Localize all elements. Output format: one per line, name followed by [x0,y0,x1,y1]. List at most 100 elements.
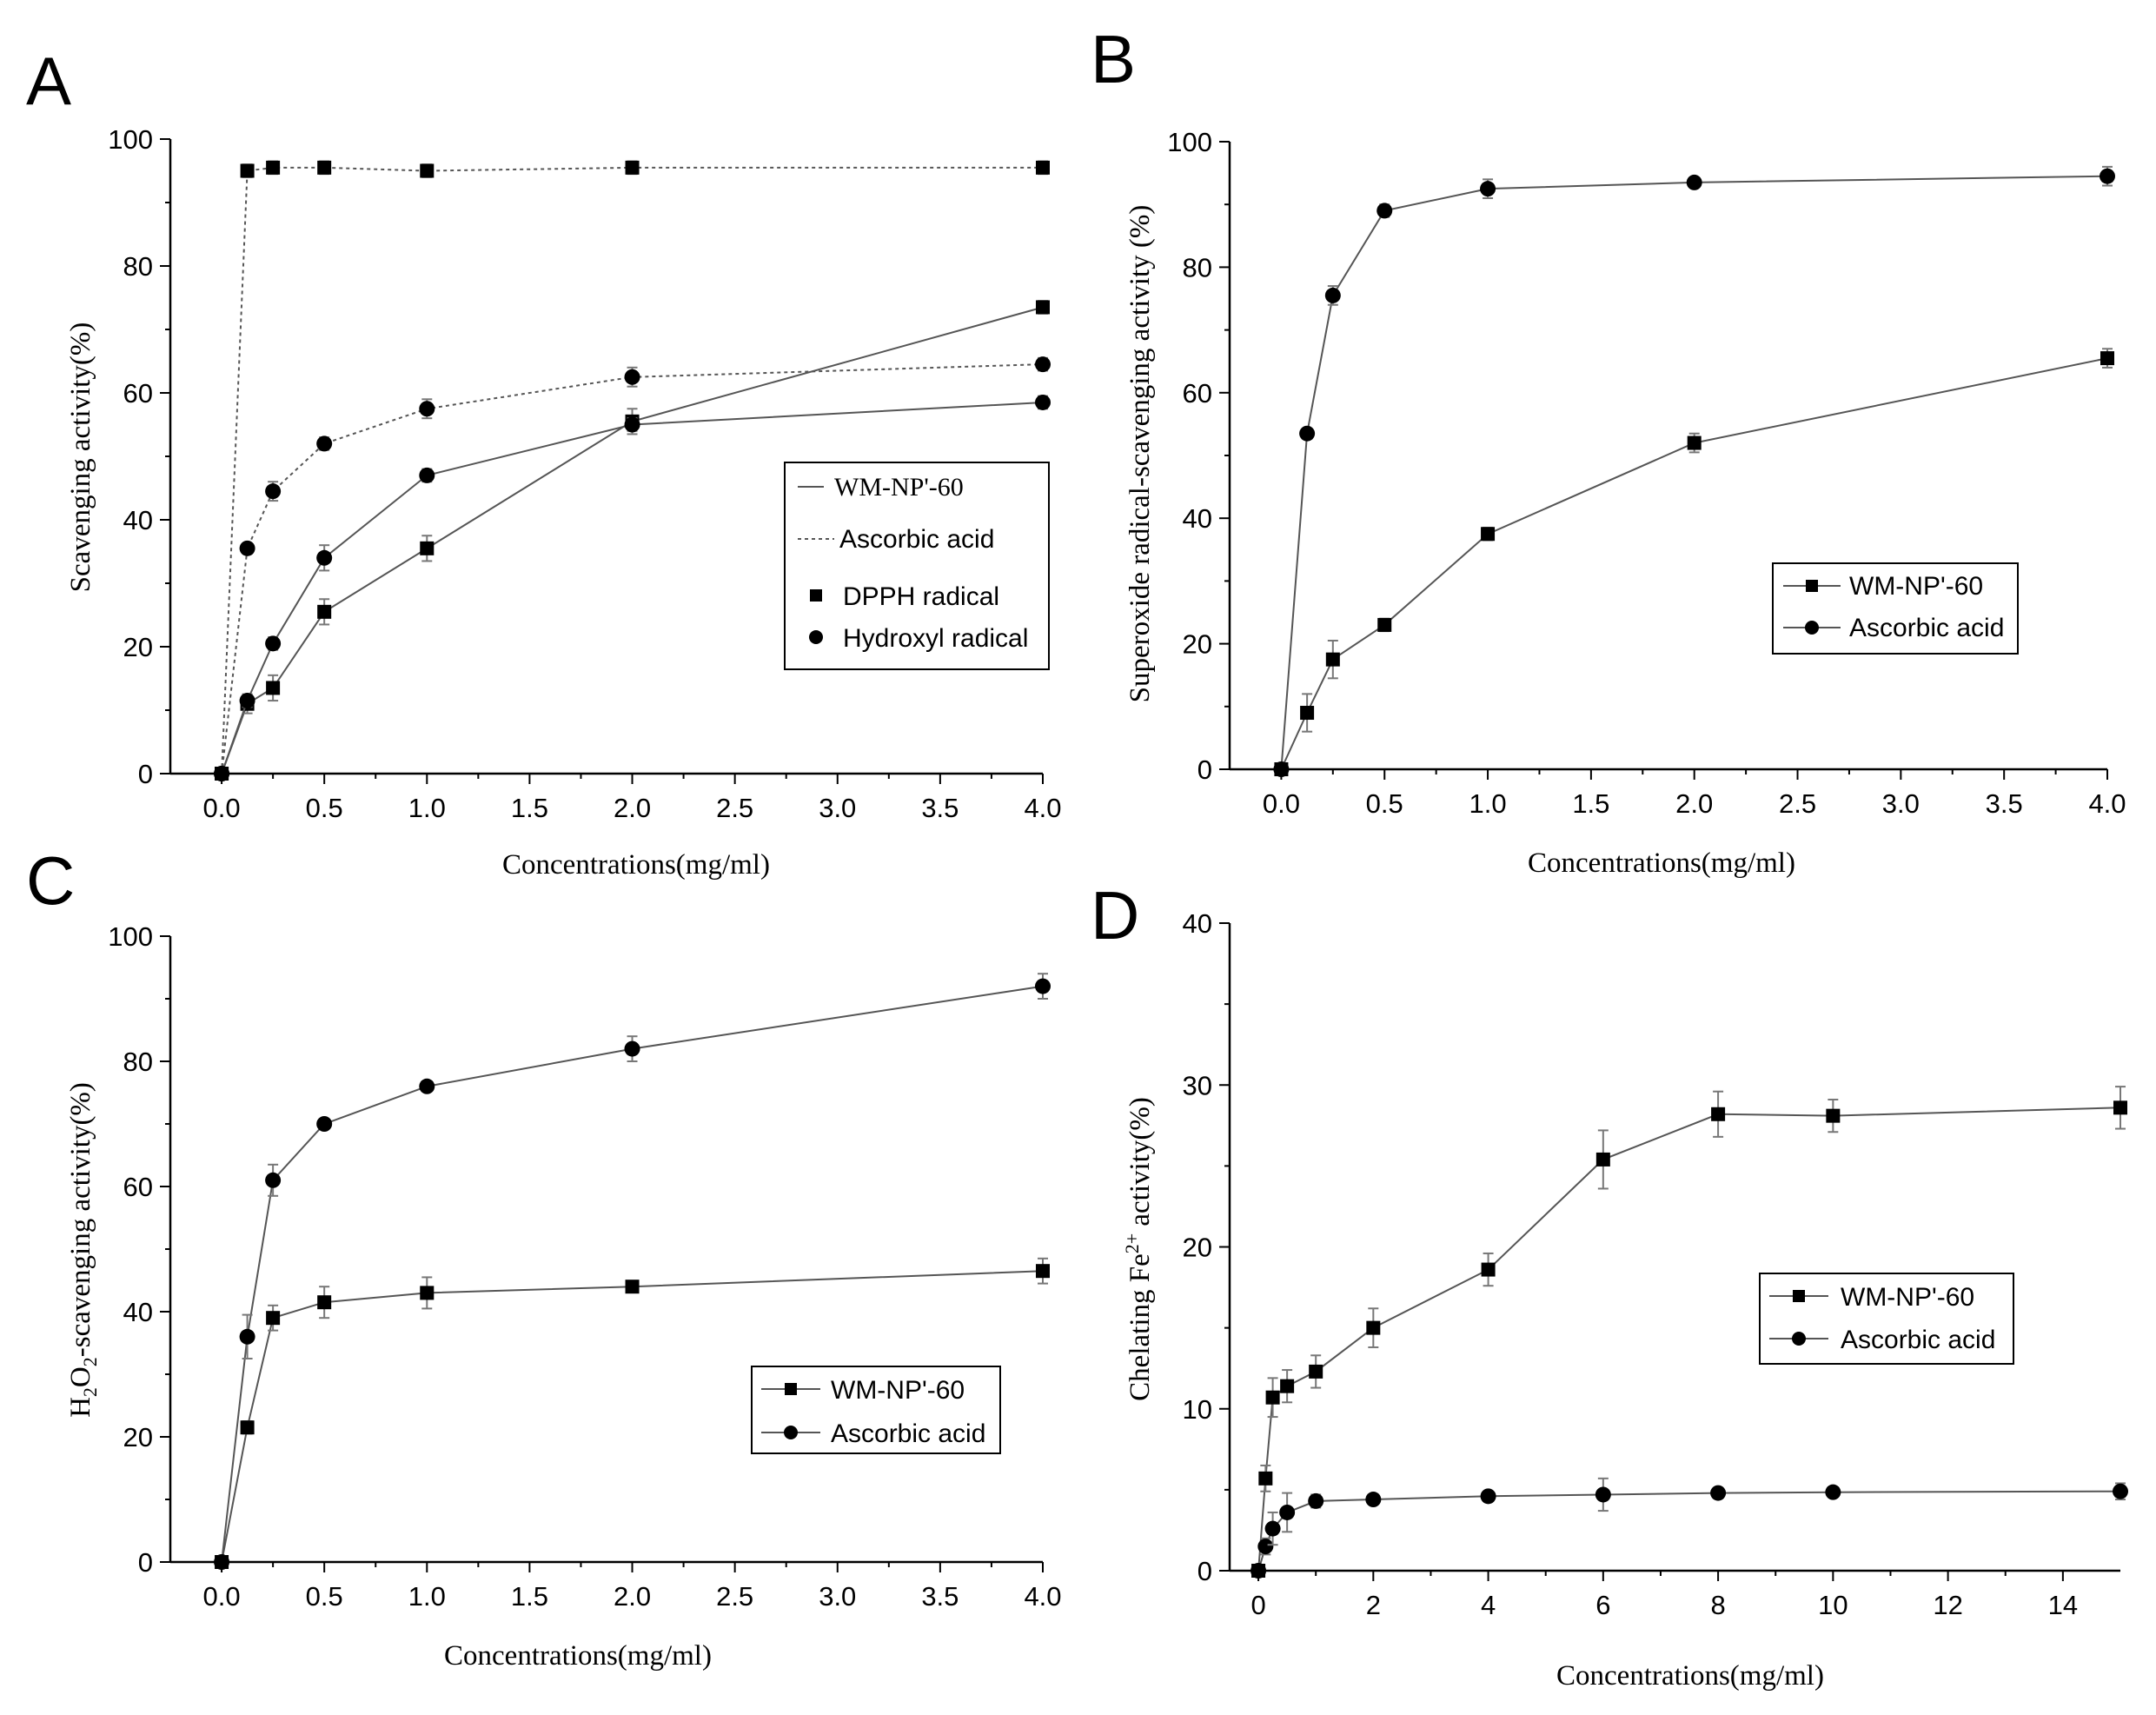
y-tick-label: 30 [1183,1070,1212,1100]
data-point-square [1036,300,1050,315]
legend-label-d-0: WM-NP'-60 [1841,1283,1974,1312]
data-point-circle [1377,203,1393,219]
y-tick-label: 0 [138,759,153,789]
data-point-square [1300,706,1315,721]
data-point-square [2113,1100,2127,1115]
y-tick-label: 80 [123,251,153,282]
data-point-square [1481,1262,1496,1277]
x-tick-label: 3.5 [921,1581,959,1612]
data-point-square [420,1286,435,1300]
legend-label-a-3: Hydroxyl radical [843,624,1028,653]
x-tick-label: 2.0 [1675,788,1713,819]
x-tick-label: 2.5 [716,793,753,823]
panel-label-d: D [1091,877,1139,954]
data-point-circle [1035,394,1051,410]
x-tick-label: 2.0 [614,1581,651,1612]
data-point-circle [419,467,435,483]
data-point-circle [316,549,333,566]
y-tick-label: 40 [123,1297,153,1327]
data-point-square [420,163,435,178]
x-axis-title-d: Concentrations(mg/ml) [1556,1660,1824,1692]
legend-b: WM-NP'-60 Ascorbic acid [1772,562,2019,655]
data-point-circle [214,1554,230,1570]
data-point-circle [1480,181,1496,197]
y-tick-label: 0 [1197,1556,1212,1586]
legend-circle-marker-b [1805,621,1819,635]
data-point-square [2100,351,2114,366]
y-tick-label: 80 [123,1047,153,1077]
x-tick-label: 3.5 [921,793,959,823]
legend-d: WM-NP'-60 Ascorbic acid [1759,1273,2014,1365]
legend-label-a-2: DPPH radical [843,582,999,611]
x-tick-label: 4.0 [1024,1581,1061,1612]
data-point-circle [2113,1483,2128,1499]
legend-label-a-1: Ascorbic acid [839,525,994,554]
data-point-square [1366,1320,1381,1335]
x-tick-label: 3.5 [1986,788,2023,819]
legend-circle-marker-c [784,1426,798,1439]
x-tick-label: 2.5 [716,1581,753,1612]
panel-label-b: B [1091,21,1136,97]
legend-square-marker-c [785,1383,797,1395]
y-tick-label: 20 [1183,629,1212,660]
series-line [1280,175,2108,770]
data-point-square [266,1311,281,1326]
x-tick-label: 10 [1818,1590,1848,1620]
data-point-square [1280,1379,1295,1393]
data-point-circle [1480,1488,1496,1505]
data-point-circle [1595,1486,1611,1503]
x-tick-label: 0.0 [1263,788,1300,819]
data-point-square [1309,1364,1323,1379]
data-point-circle [316,1116,333,1132]
data-point-square [240,1420,255,1435]
plot-area-b: 0 20 40 60 80 100 0.0 0.5 1.0 1.5 2.0 2.5 3.0 3.5 4.0 [1167,127,2126,819]
x-tick-label: 8 [1710,1590,1725,1620]
data-point-circle [214,766,230,781]
legend-label-b-0: WM-NP'-60 [1849,572,1983,601]
data-point-circle [624,416,640,433]
x-tick-label: 2.5 [1779,788,1816,819]
data-point-square [1258,1471,1273,1486]
data-point-circle [419,401,435,417]
data-point-square [1036,160,1050,175]
x-tick-label: 0.5 [306,793,343,823]
x-tick-label: 4 [1481,1590,1496,1620]
x-tick-label: 0.0 [203,793,241,823]
data-point-square [625,160,640,175]
x-tick-label: 0 [1250,1590,1265,1620]
series-line [1257,1490,2121,1572]
data-point-circle [1035,978,1051,994]
data-point-square [1265,1390,1280,1405]
data-point-square [240,163,255,178]
data-point-circle [1257,1539,1274,1555]
x-tick-label: 4.0 [1024,793,1061,823]
y-tick-label: 40 [123,505,153,535]
legend-label-c-1: Ascorbic acid [831,1419,985,1448]
legend-label-c-0: WM-NP'-60 [831,1376,965,1405]
x-tick-label: 14 [2048,1590,2078,1620]
data-point-circle [239,693,255,709]
legend-label-a-0: WM-NP'-60 [834,473,964,502]
legend-circle-marker-a [809,630,823,644]
y-axis-title-d: Chelating Fe2+ activity(%) [1121,1097,1156,1401]
x-tick-label: 0.5 [1366,788,1403,819]
x-tick-label: 4.0 [2088,788,2126,819]
data-point-square [1711,1107,1726,1121]
x-tick-label: 1.0 [1469,788,1507,819]
y-tick-label: 60 [123,1172,153,1202]
data-point-square [1377,617,1392,632]
y-tick-label: 100 [1167,127,1212,157]
data-point-circle [419,1078,435,1094]
legend-square-marker-b [1806,580,1818,592]
data-point-circle [316,435,333,452]
legend-circle-marker-d [1792,1332,1806,1346]
chart-panel-d: 0 10 20 30 40 0 2 4 6 8 10 12 14 Concentrations(mg/m… [1121,908,2128,1692]
data-point-circle [1273,761,1290,777]
data-point-circle [265,635,282,652]
x-tick-label: 1.5 [1572,788,1609,819]
x-tick-label: 3.0 [819,1581,856,1612]
x-tick-label: 2 [1366,1590,1381,1620]
x-tick-label: 1.0 [408,793,446,823]
y-tick-label: 0 [1197,754,1212,785]
